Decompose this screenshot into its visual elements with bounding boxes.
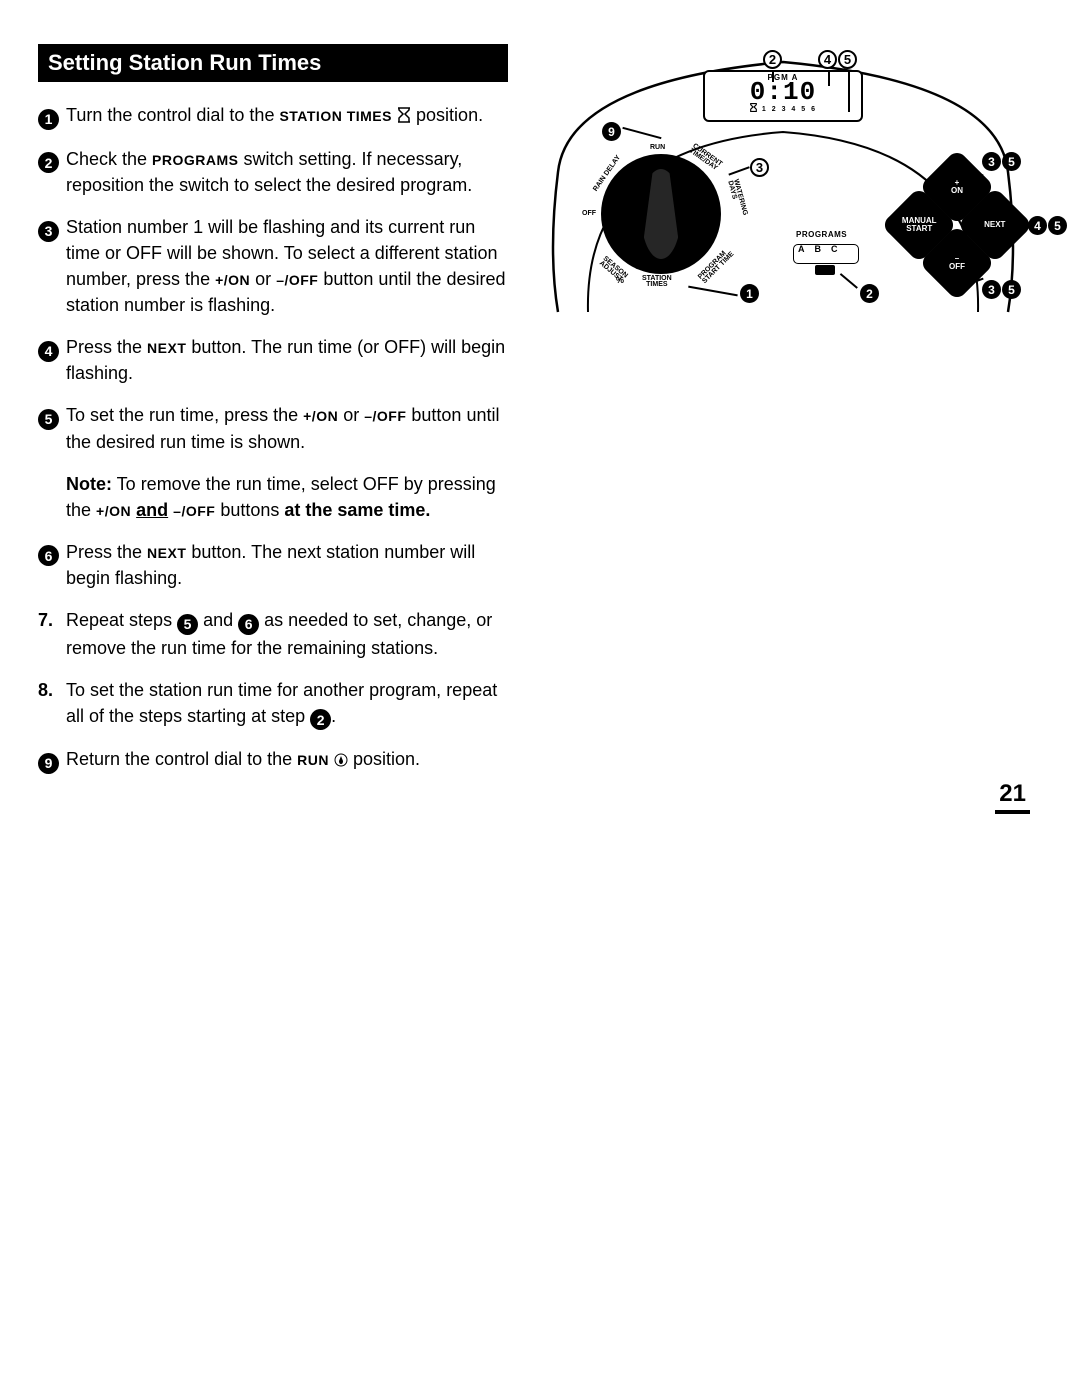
lcd-screen: PGM A 0:10 1 2 3 4 5 6	[703, 70, 863, 122]
step-3: 3 Station number 1 will be flashing and …	[38, 214, 508, 318]
instructions-column: Setting Station Run Times 1 Turn the con…	[38, 44, 508, 790]
step1-text: Turn the control dial to the	[66, 105, 279, 125]
step-marker-5: 5	[38, 409, 59, 430]
step-1: 1 Turn the control dial to the STATION T…	[38, 102, 508, 130]
note-block: Note: To remove the run time, select OFF…	[66, 471, 508, 523]
callout-1: 1	[740, 284, 759, 303]
inline-ref-5: 5	[177, 614, 198, 635]
callout-2b: 2	[860, 284, 879, 303]
inline-ref-2: 2	[310, 709, 331, 730]
step-8: 8. To set the station run time for anoth…	[38, 677, 508, 731]
section-header: Setting Station Run Times	[38, 44, 508, 82]
step-marker-9: 9	[38, 753, 59, 774]
diagram-column: PGM A 0:10 1 2 3 4 5 6 RUN OFF STATION T…	[538, 44, 1028, 790]
dial-labels: RUN OFF STATION TIMES SEASON ADJUST RAIN…	[588, 142, 734, 288]
callout-4-5-top: 45	[818, 50, 857, 69]
callout-3-5-b: 35	[982, 280, 1021, 299]
step-marker-2: 2	[38, 152, 59, 173]
step-5: 5 To set the run time, press the +/ON or…	[38, 402, 508, 454]
step-marker-4: 4	[38, 341, 59, 362]
station-times-kw: STATION TIMES	[279, 108, 392, 124]
inline-ref-6: 6	[238, 614, 259, 635]
step-marker-8: 8.	[38, 677, 66, 731]
step-7: 7. Repeat steps 5 and 6 as needed to set…	[38, 607, 508, 661]
droplet-icon	[334, 753, 348, 767]
step-marker-7: 7.	[38, 607, 66, 661]
callout-2: 2	[763, 50, 782, 69]
programs-slider[interactable]	[815, 265, 835, 275]
programs-abc: ABC	[798, 244, 848, 254]
lcd-time: 0:10	[705, 82, 861, 103]
programs-label: PROGRAMS	[796, 230, 847, 239]
page-number: 21	[995, 780, 1030, 814]
step-6: 6 Press the NEXT button. The next statio…	[38, 539, 508, 591]
callout-4-5: 45	[1028, 216, 1067, 235]
lcd-stations: 1 2 3 4 5 6	[762, 106, 817, 113]
step-marker-6: 6	[38, 545, 59, 566]
step-2: 2 Check the PROGRAMS switch setting. If …	[38, 146, 508, 198]
device-diagram: PGM A 0:10 1 2 3 4 5 6 RUN OFF STATION T…	[538, 44, 1028, 324]
step-9: 9 Return the control dial to the RUN pos…	[38, 746, 508, 774]
step-4: 4 Press the NEXT button. The run time (o…	[38, 334, 508, 386]
callout-9: 9	[602, 122, 621, 141]
hourglass-icon	[397, 107, 411, 123]
callout-3-5: 35	[982, 152, 1021, 171]
hourglass-icon	[749, 103, 758, 112]
programs-kw: PROGRAMS	[152, 152, 238, 168]
button-pad: + ON – OFF MANUAL START NEXT	[892, 160, 1022, 290]
callout-3: 3	[750, 158, 769, 177]
step-marker-3: 3	[38, 221, 59, 242]
step-marker-1: 1	[38, 109, 59, 130]
